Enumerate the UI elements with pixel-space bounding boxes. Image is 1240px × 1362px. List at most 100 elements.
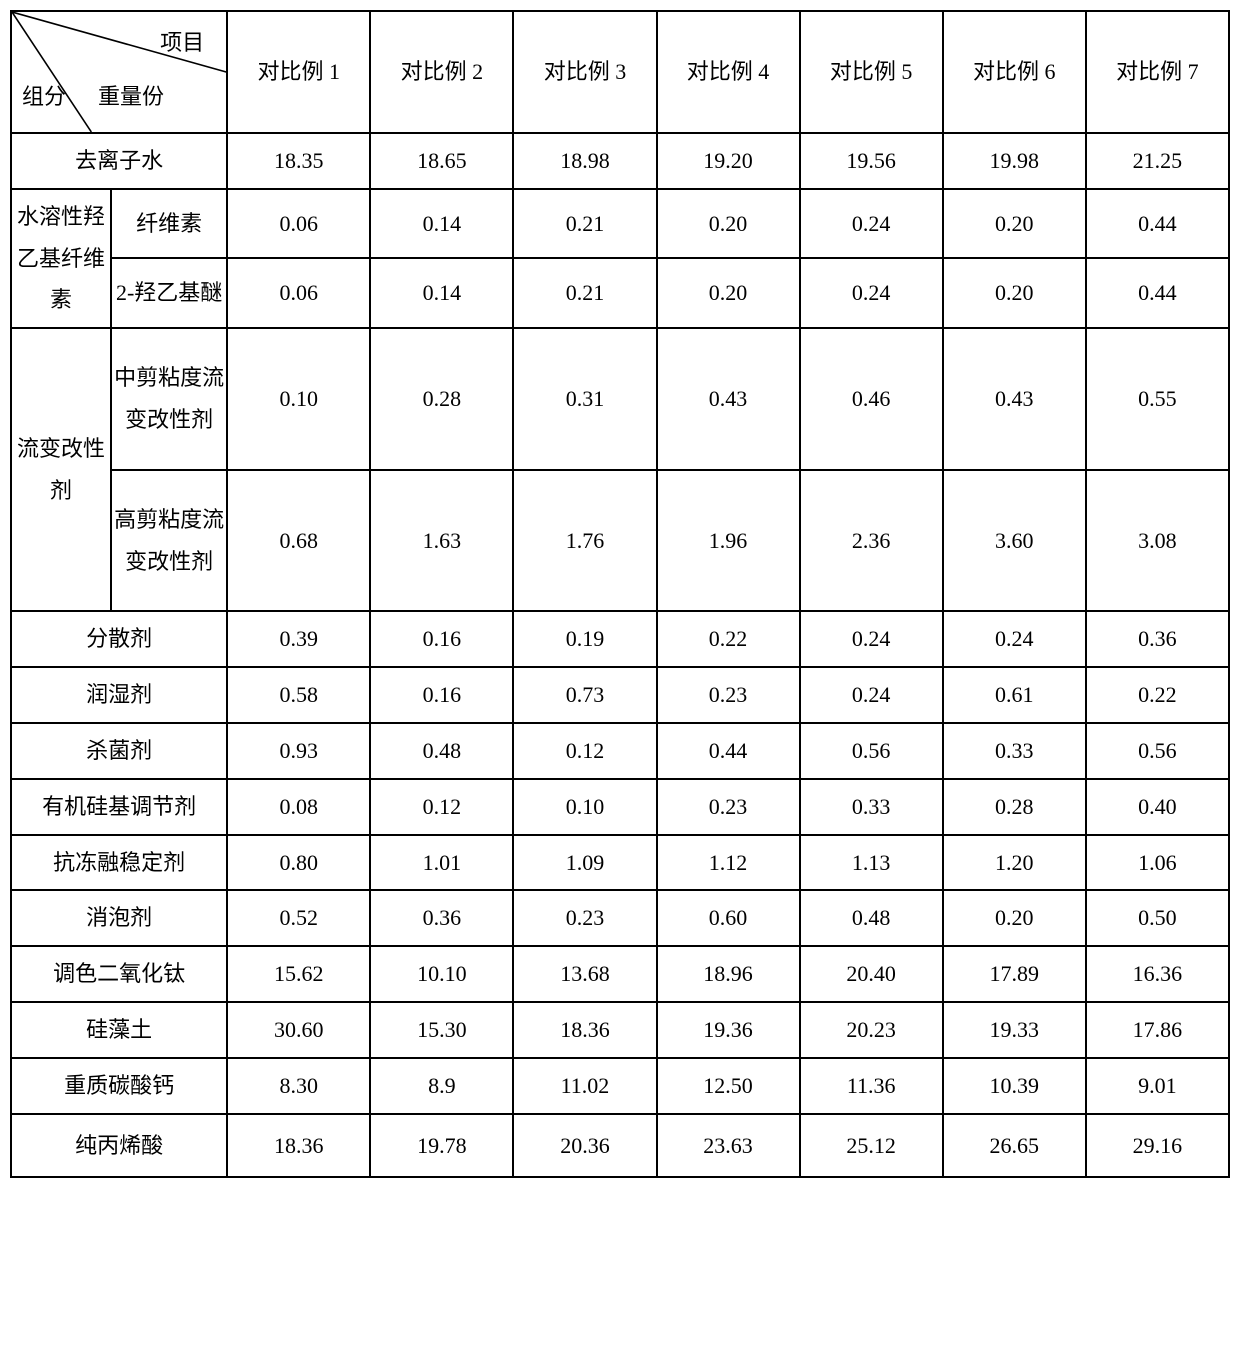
cell: 0.20	[943, 258, 1086, 328]
cell: 0.36	[1086, 611, 1229, 667]
cell: 0.24	[943, 611, 1086, 667]
cell: 0.44	[657, 723, 800, 779]
cell: 0.23	[657, 667, 800, 723]
cell: 17.89	[943, 946, 1086, 1002]
cell: 0.23	[513, 890, 656, 946]
table-row: 重质碳酸钙 8.30 8.9 11.02 12.50 11.36 10.39 9…	[11, 1058, 1229, 1114]
cell: 19.56	[800, 133, 943, 189]
diag-label-mid: 重量份	[98, 76, 164, 118]
cell: 0.56	[1086, 723, 1229, 779]
cell: 0.21	[513, 258, 656, 328]
row-sublabel: 高剪粘度流变改性剂	[111, 470, 227, 612]
col-header: 对比例 7	[1086, 11, 1229, 133]
cell: 0.46	[800, 328, 943, 470]
cell: 0.20	[943, 189, 1086, 259]
cell: 12.50	[657, 1058, 800, 1114]
cell: 0.73	[513, 667, 656, 723]
cell: 17.86	[1086, 1002, 1229, 1058]
cell: 0.33	[800, 779, 943, 835]
cell: 0.56	[800, 723, 943, 779]
cell: 0.06	[227, 258, 370, 328]
cell: 21.25	[1086, 133, 1229, 189]
diagonal-header-cell: 项目 重量份 组分	[11, 11, 227, 133]
col-header: 对比例 2	[370, 11, 513, 133]
cell: 25.12	[800, 1114, 943, 1178]
row-group-label: 流变改性剂	[11, 328, 111, 611]
col-header: 对比例 5	[800, 11, 943, 133]
cell: 0.12	[370, 779, 513, 835]
header-row: 项目 重量份 组分 对比例 1 对比例 2 对比例 3 对比例 4 对比例 5 …	[11, 11, 1229, 133]
table-row: 流变改性剂 中剪粘度流变改性剂 0.10 0.28 0.31 0.43 0.46…	[11, 328, 1229, 470]
cell: 9.01	[1086, 1058, 1229, 1114]
cell: 20.40	[800, 946, 943, 1002]
cell: 8.9	[370, 1058, 513, 1114]
row-label: 去离子水	[11, 133, 227, 189]
cell: 0.36	[370, 890, 513, 946]
cell: 18.65	[370, 133, 513, 189]
cell: 0.20	[657, 189, 800, 259]
cell: 1.76	[513, 470, 656, 612]
cell: 20.23	[800, 1002, 943, 1058]
row-label: 消泡剂	[11, 890, 227, 946]
cell: 0.68	[227, 470, 370, 612]
cell: 0.06	[227, 189, 370, 259]
cell: 0.39	[227, 611, 370, 667]
cell: 11.36	[800, 1058, 943, 1114]
cell: 0.24	[800, 258, 943, 328]
cell: 10.39	[943, 1058, 1086, 1114]
cell: 0.48	[800, 890, 943, 946]
cell: 19.20	[657, 133, 800, 189]
cell: 0.20	[943, 890, 1086, 946]
cell: 8.30	[227, 1058, 370, 1114]
cell: 19.78	[370, 1114, 513, 1178]
cell: 0.21	[513, 189, 656, 259]
row-label: 杀菌剂	[11, 723, 227, 779]
col-header: 对比例 1	[227, 11, 370, 133]
cell: 0.44	[1086, 189, 1229, 259]
row-sublabel: 2-羟乙基醚	[111, 258, 227, 328]
cell: 26.65	[943, 1114, 1086, 1178]
cell: 15.62	[227, 946, 370, 1002]
table-row: 杀菌剂 0.93 0.48 0.12 0.44 0.56 0.33 0.56	[11, 723, 1229, 779]
cell: 0.31	[513, 328, 656, 470]
table-row: 硅藻土 30.60 15.30 18.36 19.36 20.23 19.33 …	[11, 1002, 1229, 1058]
cell: 16.36	[1086, 946, 1229, 1002]
cell: 1.01	[370, 835, 513, 891]
col-header: 对比例 6	[943, 11, 1086, 133]
cell: 19.98	[943, 133, 1086, 189]
cell: 3.60	[943, 470, 1086, 612]
cell: 29.16	[1086, 1114, 1229, 1178]
row-label: 有机硅基调节剂	[11, 779, 227, 835]
col-header: 对比例 3	[513, 11, 656, 133]
cell: 0.14	[370, 258, 513, 328]
cell: 0.60	[657, 890, 800, 946]
cell: 0.52	[227, 890, 370, 946]
table-row: 水溶性羟乙基纤维素 纤维素 0.06 0.14 0.21 0.20 0.24 0…	[11, 189, 1229, 259]
cell: 0.16	[370, 611, 513, 667]
table-row: 分散剂 0.39 0.16 0.19 0.22 0.24 0.24 0.36	[11, 611, 1229, 667]
row-label: 调色二氧化钛	[11, 946, 227, 1002]
cell: 0.22	[657, 611, 800, 667]
cell: 1.06	[1086, 835, 1229, 891]
table-row: 纯丙烯酸 18.36 19.78 20.36 23.63 25.12 26.65…	[11, 1114, 1229, 1178]
cell: 0.93	[227, 723, 370, 779]
row-sublabel: 中剪粘度流变改性剂	[111, 328, 227, 470]
table-row: 抗冻融稳定剂 0.80 1.01 1.09 1.12 1.13 1.20 1.0…	[11, 835, 1229, 891]
cell: 3.08	[1086, 470, 1229, 612]
comparison-table: 项目 重量份 组分 对比例 1 对比例 2 对比例 3 对比例 4 对比例 5 …	[10, 10, 1230, 1178]
cell: 0.19	[513, 611, 656, 667]
cell: 0.10	[227, 328, 370, 470]
cell: 18.36	[227, 1114, 370, 1178]
row-group-label: 水溶性羟乙基纤维素	[11, 189, 111, 328]
table-row: 有机硅基调节剂 0.08 0.12 0.10 0.23 0.33 0.28 0.…	[11, 779, 1229, 835]
cell: 19.36	[657, 1002, 800, 1058]
row-label: 润湿剂	[11, 667, 227, 723]
cell: 11.02	[513, 1058, 656, 1114]
cell: 2.36	[800, 470, 943, 612]
cell: 1.63	[370, 470, 513, 612]
cell: 20.36	[513, 1114, 656, 1178]
cell: 0.20	[657, 258, 800, 328]
cell: 0.08	[227, 779, 370, 835]
cell: 18.96	[657, 946, 800, 1002]
cell: 0.43	[657, 328, 800, 470]
